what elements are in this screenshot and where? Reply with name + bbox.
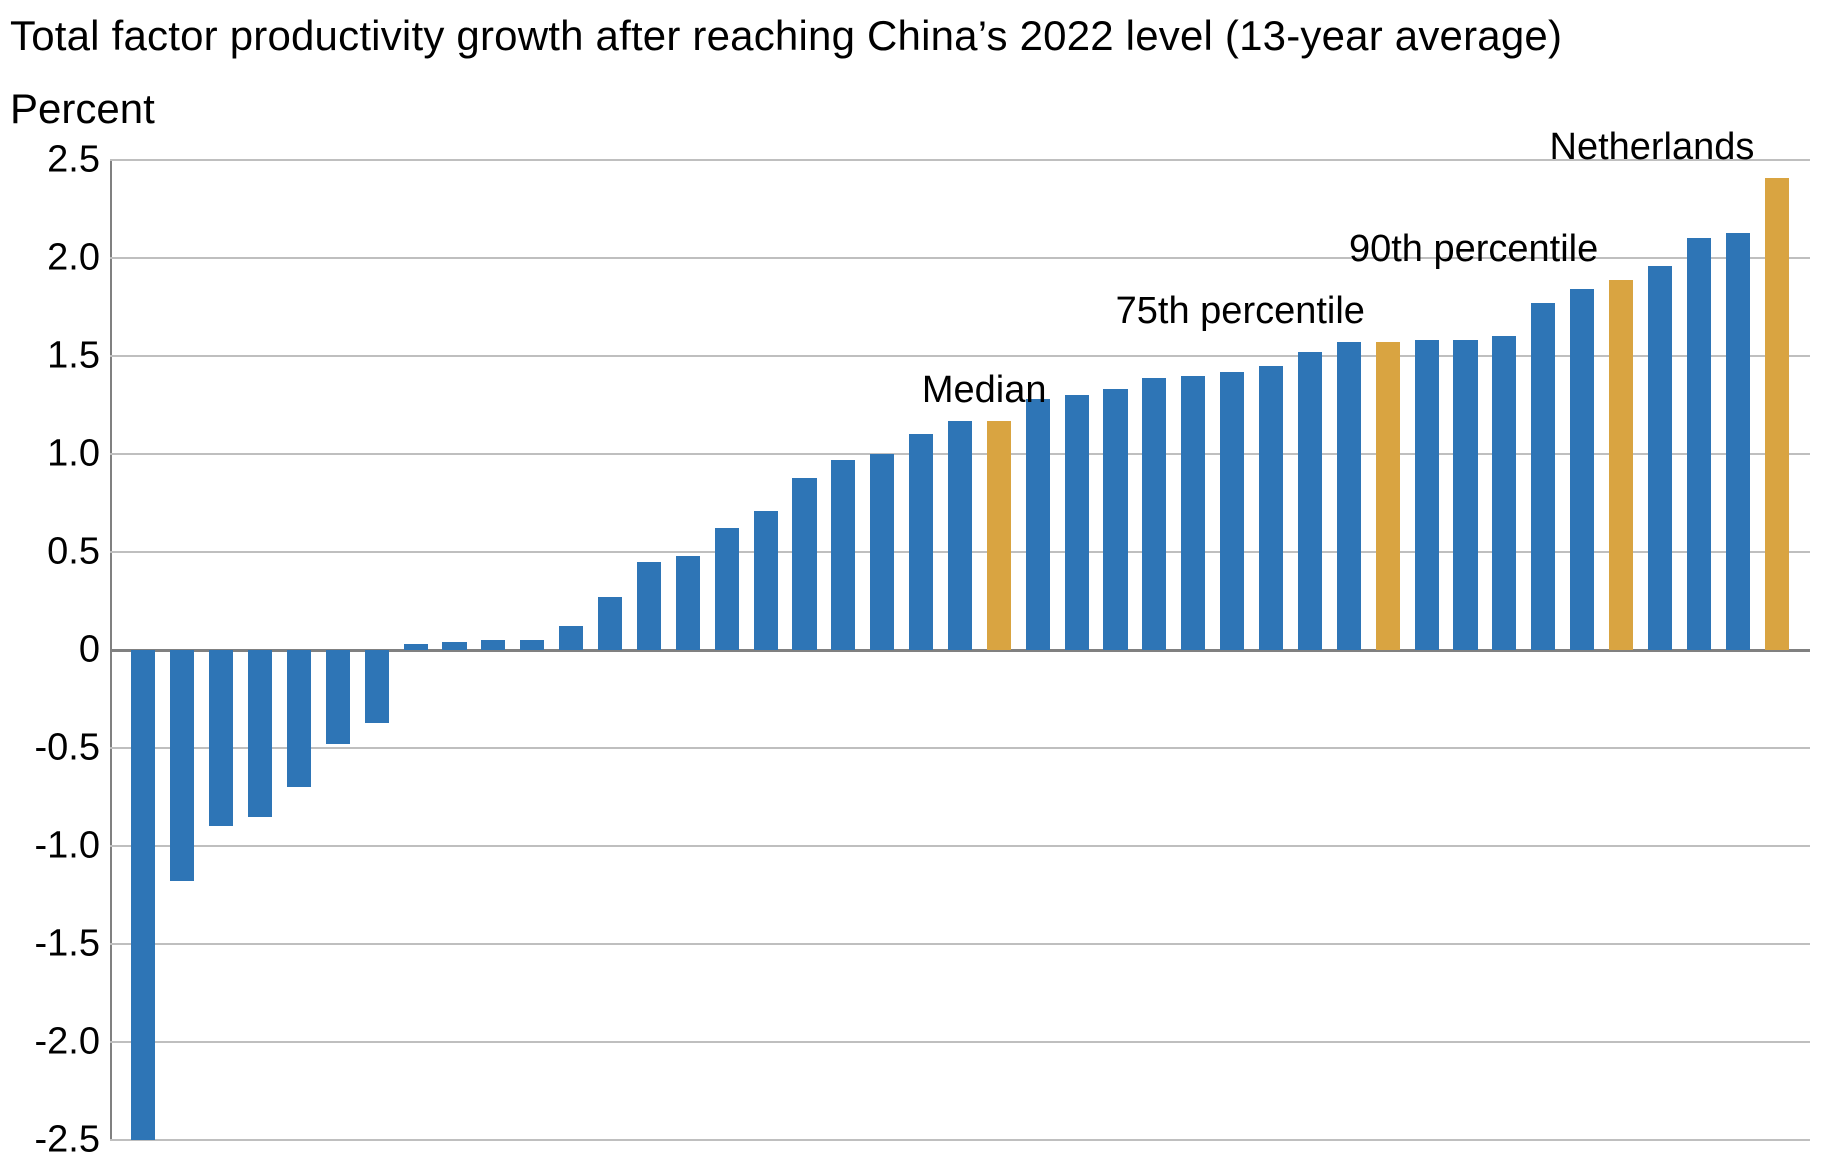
bar — [442, 642, 466, 650]
bar — [948, 421, 972, 650]
bar — [1103, 389, 1127, 650]
bar — [1026, 399, 1050, 650]
bar — [1492, 336, 1516, 650]
bar — [1609, 280, 1633, 650]
callout-label: 90th percentile — [1349, 228, 1598, 271]
y-tick-label: 0 — [10, 629, 100, 672]
bar — [909, 434, 933, 650]
bar — [754, 511, 778, 650]
y-tick-label: -1.0 — [10, 825, 100, 868]
bar — [1415, 340, 1439, 650]
gridline — [110, 1041, 1810, 1043]
bar — [287, 650, 311, 787]
callout-label: Median — [922, 369, 1047, 412]
bar — [987, 421, 1011, 650]
bar — [598, 597, 622, 650]
bar — [326, 650, 350, 744]
bar — [209, 650, 233, 826]
bar — [365, 650, 389, 723]
bar — [170, 650, 194, 881]
bar — [1181, 376, 1205, 650]
bar — [715, 528, 739, 650]
y-tick-label: 1.5 — [10, 335, 100, 378]
gridline — [110, 845, 1810, 847]
bar — [1220, 372, 1244, 650]
y-tick-label: -1.5 — [10, 923, 100, 966]
bar — [637, 562, 661, 650]
y-tick-label: 2.5 — [10, 139, 100, 182]
gridline — [110, 747, 1810, 749]
bar — [1726, 233, 1750, 650]
bar — [1453, 340, 1477, 650]
y-tick-label: 2.0 — [10, 237, 100, 280]
bar — [559, 626, 583, 650]
callout-label: 75th percentile — [1116, 290, 1365, 333]
chart-container: Total factor productivity growth after r… — [0, 0, 1840, 1169]
bar — [404, 644, 428, 650]
callout-label: Netherlands — [1550, 126, 1755, 169]
bar — [831, 460, 855, 650]
gridline — [110, 943, 1810, 945]
bar — [1337, 342, 1361, 650]
bar — [792, 478, 816, 650]
bar — [481, 640, 505, 650]
bar — [131, 650, 155, 1140]
bar — [1298, 352, 1322, 650]
bar — [1570, 289, 1594, 650]
y-tick-label: 1.0 — [10, 433, 100, 476]
y-tick-label: -2.5 — [10, 1119, 100, 1162]
bar — [1648, 266, 1672, 650]
gridline — [110, 1139, 1810, 1141]
y-tick-label: 0.5 — [10, 531, 100, 574]
bar — [1376, 342, 1400, 650]
bar — [676, 556, 700, 650]
bar — [1142, 378, 1166, 650]
bar — [1259, 366, 1283, 650]
y-tick-label: -0.5 — [10, 727, 100, 770]
bar — [1065, 395, 1089, 650]
bar — [870, 454, 894, 650]
bar — [1687, 238, 1711, 650]
y-axis-label: Percent — [10, 85, 155, 133]
chart-title: Total factor productivity growth after r… — [10, 12, 1562, 60]
y-tick-label: -2.0 — [10, 1021, 100, 1064]
bar — [520, 640, 544, 650]
bar — [1765, 178, 1789, 650]
plot-area: 2.52.01.51.00.50-0.5-1.0-1.5-2.0-2.5Medi… — [110, 160, 1810, 1140]
bar — [1531, 303, 1555, 650]
bar — [248, 650, 272, 817]
